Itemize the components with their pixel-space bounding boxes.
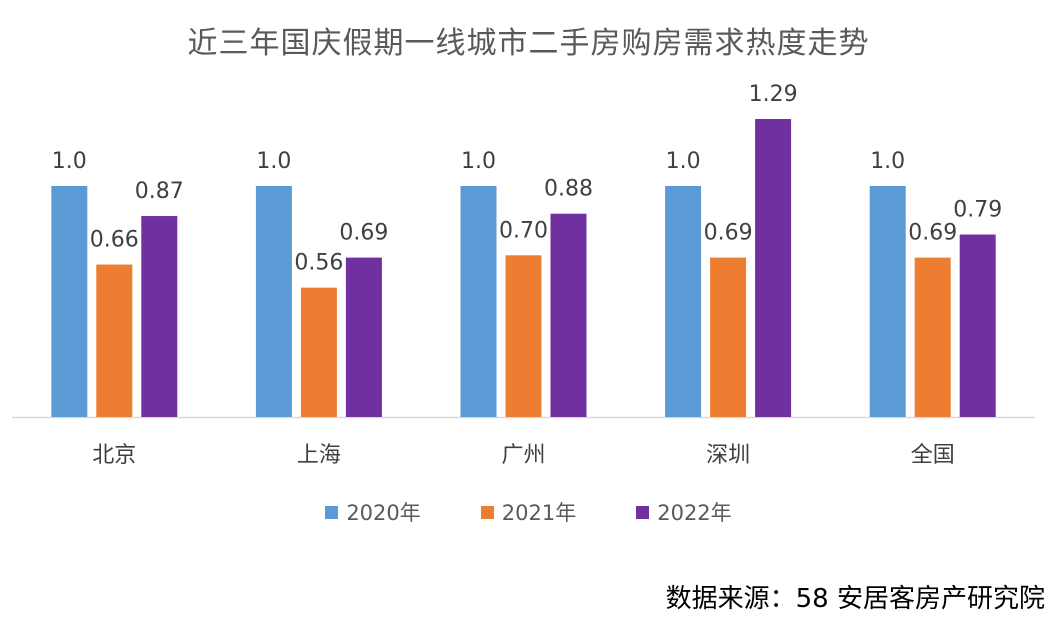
data-label: 0.88	[544, 177, 593, 202]
bar-2021年-北京	[96, 264, 133, 417]
data-label: 1.0	[666, 149, 701, 174]
data-label: 0.69	[908, 221, 957, 246]
bar-2020年-上海	[255, 186, 292, 417]
legend-label: 2022年	[657, 501, 732, 525]
legend-swatch	[480, 505, 494, 519]
legend-swatch	[325, 505, 339, 519]
data-label: 0.70	[499, 218, 548, 243]
x-tick-label: 深圳	[706, 443, 750, 468]
legend-label: 2020年	[346, 501, 421, 525]
bar-2021年-上海	[300, 287, 337, 417]
data-label: 0.69	[339, 221, 388, 246]
data-label: 0.69	[704, 221, 753, 246]
bar-2022年-深圳	[755, 119, 792, 417]
bar-2021年-全国	[914, 257, 951, 417]
legend-item: 2020年	[325, 497, 421, 527]
bar-2022年-北京	[141, 216, 178, 417]
source-note: 数据来源：58 安居客房产研究院	[665, 584, 1045, 614]
bar-2020年-广州	[460, 186, 497, 417]
legend: 2020年 2021年 2022年	[0, 497, 1057, 527]
bar-2020年-北京	[51, 186, 88, 417]
data-label: 1.0	[256, 149, 291, 174]
x-tick-label: 广州	[501, 443, 545, 468]
bar-2021年-深圳	[710, 257, 747, 417]
legend-label: 2021年	[501, 501, 577, 525]
data-label: 1.0	[870, 149, 905, 174]
data-label: 1.0	[52, 149, 87, 174]
bar-2020年-全国	[869, 186, 906, 417]
bar-2020年-深圳	[665, 186, 702, 417]
x-tick-label: 北京	[92, 443, 136, 468]
legend-item: 2021年	[480, 497, 577, 527]
data-label: 0.87	[135, 179, 184, 204]
bar-2022年-广州	[550, 213, 587, 417]
data-label: 1.29	[749, 82, 798, 107]
data-label: 1.0	[461, 149, 496, 174]
legend-swatch	[636, 505, 650, 519]
bar-2022年-全国	[959, 234, 996, 417]
bar-2022年-上海	[345, 257, 382, 417]
data-label: 0.66	[90, 228, 139, 253]
legend-item: 2022年	[636, 497, 732, 527]
x-tick-label: 全国	[911, 443, 955, 468]
bar-2021年-广州	[505, 255, 542, 417]
x-tick-label: 上海	[297, 443, 341, 468]
data-label: 0.79	[953, 198, 1002, 223]
chart-title: 近三年国庆假期一线城市二手房购房需求热度走势	[187, 26, 870, 61]
data-label: 0.56	[294, 251, 343, 276]
